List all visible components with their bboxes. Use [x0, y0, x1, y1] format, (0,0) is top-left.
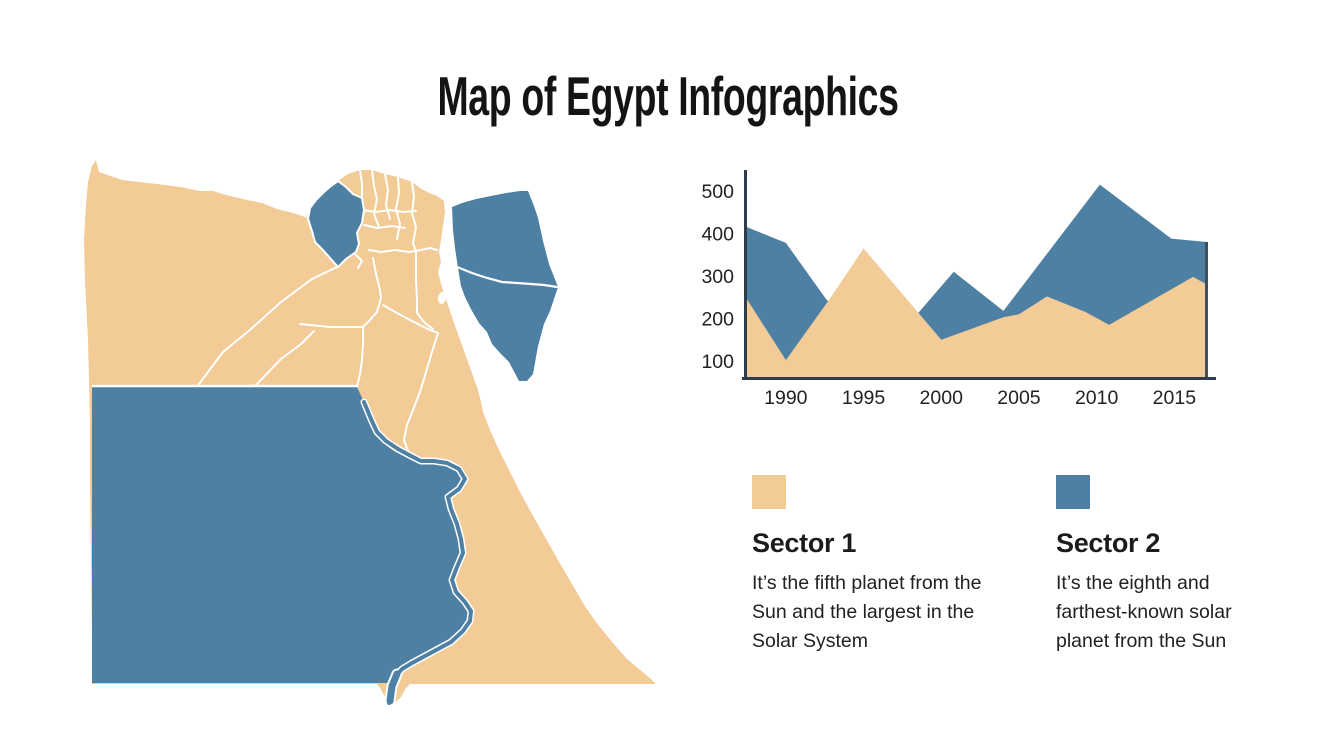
- governorate-borders: [198, 169, 439, 462]
- map-region-sinai[interactable]: [452, 191, 558, 381]
- legend-item-sector2: Sector 2 It’s the eighth and farthest-kn…: [1056, 475, 1296, 656]
- bitter-lakes: [437, 265, 455, 304]
- y-tick-label: 100: [701, 351, 734, 373]
- sector1-label: Sector 1: [752, 528, 857, 558]
- area-chart-svg: 100 200 300 400 500 1990 1995 2000 2005 2010 2015: [701, 170, 1216, 409]
- x-tick-label: 2005: [997, 387, 1041, 409]
- legend-item-sector1: Sector 1 It’s the fifth planet from the …: [752, 475, 992, 656]
- sinai-border-line: [455, 265, 559, 289]
- sector2-label: Sector 2: [1056, 528, 1161, 558]
- area-series-sector-1[interactable]: [747, 248, 1207, 378]
- sector2-description: It’s the eighth and farthest-known solar…: [1056, 572, 1232, 652]
- egypt-map-svg: [84, 160, 656, 707]
- x-tick-label: 1995: [842, 387, 886, 409]
- y-tick-label: 300: [701, 266, 734, 288]
- map-region-beheira[interactable]: [306, 179, 366, 269]
- y-tick-label: 400: [701, 224, 734, 246]
- y-tick-label: 500: [701, 181, 734, 203]
- area-chart: 100 200 300 400 500 1990 1995 2000 2005 2010 2015: [690, 155, 1235, 417]
- map-region-southern[interactable]: [92, 387, 472, 683]
- y-tick-label: 200: [701, 309, 734, 331]
- nile-river: [360, 398, 475, 707]
- x-tick-label: 2000: [920, 387, 964, 409]
- sector2-swatch: [1056, 475, 1090, 509]
- x-tick-label: 2015: [1153, 387, 1197, 409]
- page-title-text: Map of Egypt Infographics: [437, 65, 899, 127]
- sector1-description: It’s the fifth planet from the Sun and t…: [752, 572, 982, 652]
- egypt-map: [60, 150, 680, 710]
- page-title: Map of Egypt Infographics: [0, 64, 1336, 128]
- sector1-swatch: [752, 475, 786, 509]
- x-tick-label: 2010: [1075, 387, 1119, 409]
- x-tick-label: 1990: [764, 387, 808, 409]
